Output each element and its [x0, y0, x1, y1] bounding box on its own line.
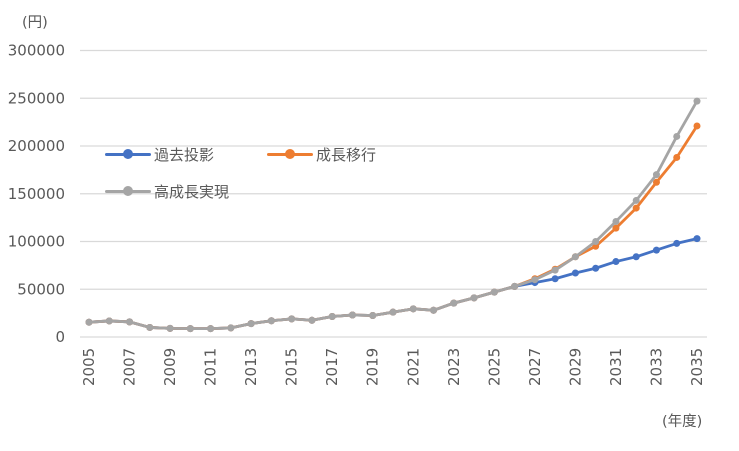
- x-tick-label: 2015: [283, 348, 301, 386]
- x-tick-label: 2031: [607, 348, 625, 386]
- x-tick-label: 2033: [647, 348, 665, 386]
- legend-label: 成長移行: [316, 145, 377, 164]
- series-marker-1: [693, 122, 701, 130]
- series-marker-2: [571, 253, 579, 261]
- series-marker-2: [470, 294, 478, 302]
- series-marker-2: [186, 325, 194, 333]
- series-marker-2: [612, 217, 620, 225]
- y-axis-title: (円): [22, 15, 48, 31]
- x-tick-label: 2005: [80, 348, 98, 386]
- series-marker-0: [652, 246, 660, 254]
- series-marker-0: [551, 275, 559, 283]
- x-axis-title: (年度): [662, 414, 703, 430]
- series-line-2: [87, 99, 699, 330]
- series-marker-2: [85, 318, 93, 326]
- series-marker-2: [308, 316, 316, 324]
- series-marker-2: [369, 312, 377, 320]
- x-tick-label: 2009: [161, 348, 179, 386]
- series-marker-0: [612, 258, 620, 266]
- x-tick-label: 2035: [688, 348, 706, 386]
- series-marker-1: [632, 204, 640, 212]
- y-tick-label: 150000: [8, 185, 65, 203]
- series-marker-2: [693, 97, 701, 105]
- legend-label: 過去投影: [154, 145, 215, 164]
- series-marker-2: [632, 196, 640, 204]
- series-marker-1: [652, 178, 660, 186]
- series-marker-0: [592, 264, 600, 272]
- y-tick-label: 0: [55, 328, 65, 346]
- y-tick-label: 200000: [8, 137, 65, 155]
- series-marker-1: [673, 153, 681, 161]
- y-tick-label: 250000: [8, 89, 65, 107]
- series-marker-2: [247, 320, 255, 328]
- legend-label: 高成長実現: [154, 182, 230, 201]
- series-marker-2: [389, 308, 397, 316]
- x-tick-label: 2029: [566, 348, 584, 386]
- x-tick-label: 2023: [445, 348, 463, 386]
- series-marker-2: [430, 306, 438, 314]
- series-marker-1: [612, 224, 620, 232]
- legend-key-line-icon: [267, 145, 313, 163]
- x-tick-label: 2007: [121, 348, 139, 386]
- legend-item-growth-transition: 成長移行: [267, 145, 377, 164]
- series-marker-2: [126, 318, 134, 326]
- series-marker-0: [632, 253, 640, 261]
- series-marker-2: [551, 266, 559, 274]
- x-tick-label: 2025: [485, 348, 503, 386]
- series-marker-0: [693, 235, 701, 243]
- legend-item-high-growth: 高成長実現: [105, 182, 230, 201]
- series-marker-2: [531, 276, 539, 284]
- legend-key-line-icon: [105, 145, 151, 163]
- series-marker-2: [592, 238, 600, 245]
- series-marker-2: [166, 324, 174, 332]
- series-marker-2: [409, 305, 417, 313]
- series-marker-0: [673, 239, 681, 247]
- x-tick-label: 2027: [526, 348, 544, 386]
- legend-key-line-icon: [105, 182, 151, 200]
- x-tick-label: 2011: [202, 348, 220, 386]
- series-marker-2: [207, 325, 215, 333]
- series-marker-2: [673, 132, 681, 140]
- series-marker-2: [348, 311, 356, 319]
- series-marker-2: [328, 312, 336, 320]
- y-tick-label: 50000: [17, 280, 65, 298]
- series-marker-2: [227, 324, 235, 332]
- x-tick-label: 2017: [323, 348, 341, 386]
- x-tick-label: 2019: [364, 348, 382, 386]
- series-marker-2: [652, 171, 660, 179]
- x-tick-label: 2021: [404, 348, 422, 386]
- series-marker-0: [571, 269, 579, 277]
- series-marker-2: [511, 282, 519, 290]
- series-marker-2: [146, 323, 154, 331]
- x-tick-label: 2013: [242, 348, 260, 386]
- y-tick-label: 100000: [8, 233, 65, 251]
- series-marker-2: [450, 299, 458, 307]
- series-marker-2: [490, 288, 498, 296]
- y-tick-label: 300000: [8, 42, 65, 60]
- series-marker-2: [105, 317, 113, 325]
- series-marker-2: [288, 315, 296, 323]
- series-marker-2: [267, 317, 275, 325]
- legend-item-past-projection: 過去投影: [105, 145, 215, 164]
